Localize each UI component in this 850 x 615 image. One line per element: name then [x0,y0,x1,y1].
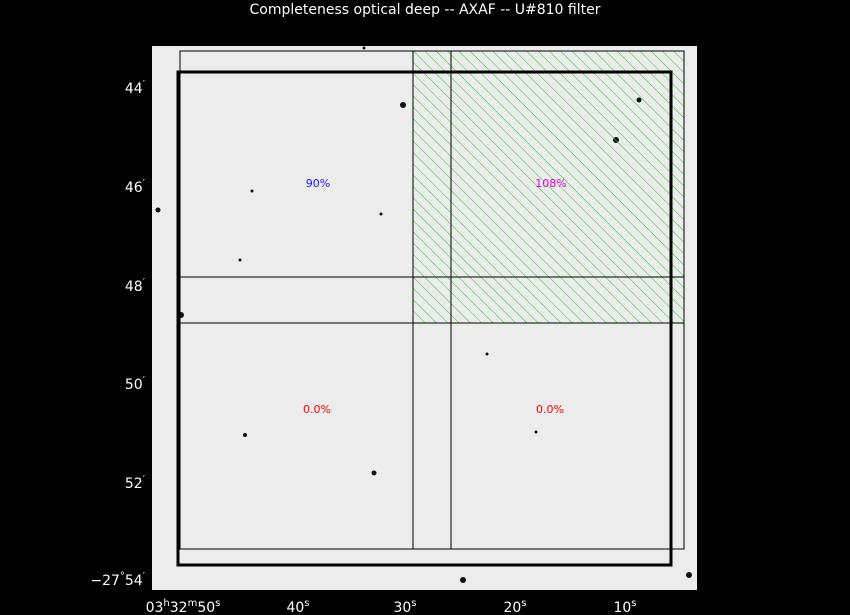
x-tick-label: 10s [613,598,636,615]
x-tick-label: 30s [393,598,416,615]
completeness-label: 90% [306,177,330,190]
y-tick-label: 50′ [125,375,146,393]
label-number: 03 [146,600,164,615]
label-unit: s [304,598,309,609]
grid [179,50,685,550]
label-unit: s [631,598,636,609]
label-unit: ′ [143,571,146,582]
hatched-region [413,51,684,323]
y-tick-label: 48′ [125,277,146,295]
label-unit: ′ [143,375,146,386]
title: Completeness optical deep -- AXAF -- U#8… [250,2,601,18]
label-unit: h [163,598,169,609]
completeness-label: 108% [535,177,566,190]
label-number: 46 [125,180,143,196]
completeness-label: 0.0% [536,403,564,416]
label-unit: m [188,598,198,609]
label-number: 32 [170,600,188,615]
label-number: 50 [197,600,215,615]
y-tick-label: 44′ [125,79,146,97]
completeness-label: 0.0% [303,403,331,416]
y-tick-label: −27°54′ [90,571,145,589]
label-number: 54 [125,573,143,589]
field-outline [176,70,673,567]
label-unit: s [411,598,416,609]
y-tick-label: 46′ [125,178,146,196]
label-number: 50 [125,377,143,393]
label-number: 48 [125,279,143,295]
label-number: −27 [90,573,120,589]
label-unit: ′ [143,178,146,189]
x-tick-label: 40s [286,598,309,615]
x-tick-label: 20s [503,598,526,615]
label-number: 44 [125,81,143,97]
label-unit: s [215,598,220,609]
label-number: 30 [393,600,411,615]
label-number: 40 [286,600,304,615]
y-tick-label: 52′ [125,474,146,492]
label-unit: ′ [143,474,146,485]
x-tick-label: 03h32m50s [146,598,221,615]
label-number: 20 [503,600,521,615]
label-unit: ′ [143,79,146,90]
label-unit: s [521,598,526,609]
label-unit: ′ [143,277,146,288]
label-number: 52 [125,476,143,492]
label-unit: ° [120,571,125,582]
label-number: 10 [613,600,631,615]
